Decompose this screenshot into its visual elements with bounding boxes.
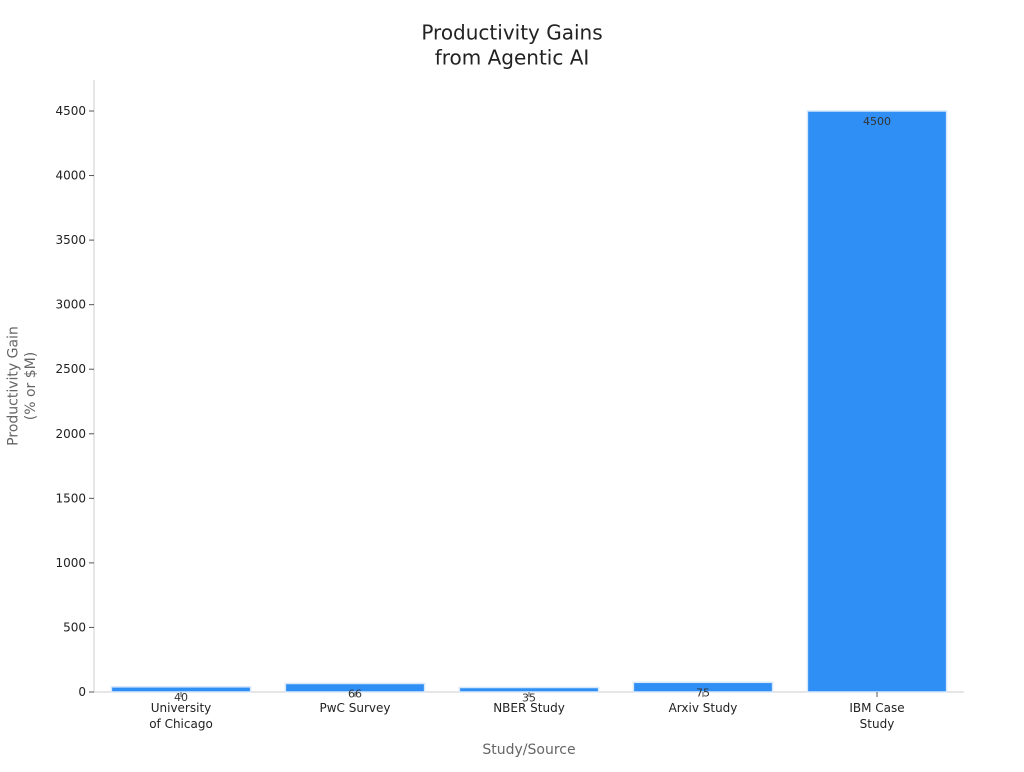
data-label: 35: [522, 691, 536, 704]
x-tick-label: IBM Case Study: [849, 701, 904, 731]
y-tick-label: 2000: [55, 426, 86, 440]
data-label: 40: [174, 691, 188, 704]
y-tick-label: 1500: [55, 491, 86, 505]
x-tick-label: NBER Study: [493, 701, 565, 715]
x-axis-label: Study/Source: [482, 742, 575, 758]
y-tick-label: 2500: [55, 362, 86, 376]
data-label: 4500: [863, 115, 891, 128]
x-tick-label: PwC Survey: [320, 701, 391, 715]
y-tick-label: 4000: [55, 168, 86, 182]
y-tick-label: 500: [63, 620, 86, 634]
y-tick-label: 0: [78, 685, 86, 699]
y-tick-label: 3500: [55, 233, 86, 247]
bar: [806, 110, 948, 693]
y-tick-label: 3000: [55, 297, 86, 311]
chart-title: Productivity Gains from Agentic AI: [421, 20, 602, 69]
x-tick-label: Arxiv Study: [669, 701, 738, 715]
x-tick-label: University of Chicago: [149, 701, 213, 731]
y-axis-label: Productivity Gain (% or $M): [5, 326, 39, 446]
y-tick-label: 1000: [55, 555, 86, 569]
y-tick-label: 4500: [55, 103, 86, 117]
